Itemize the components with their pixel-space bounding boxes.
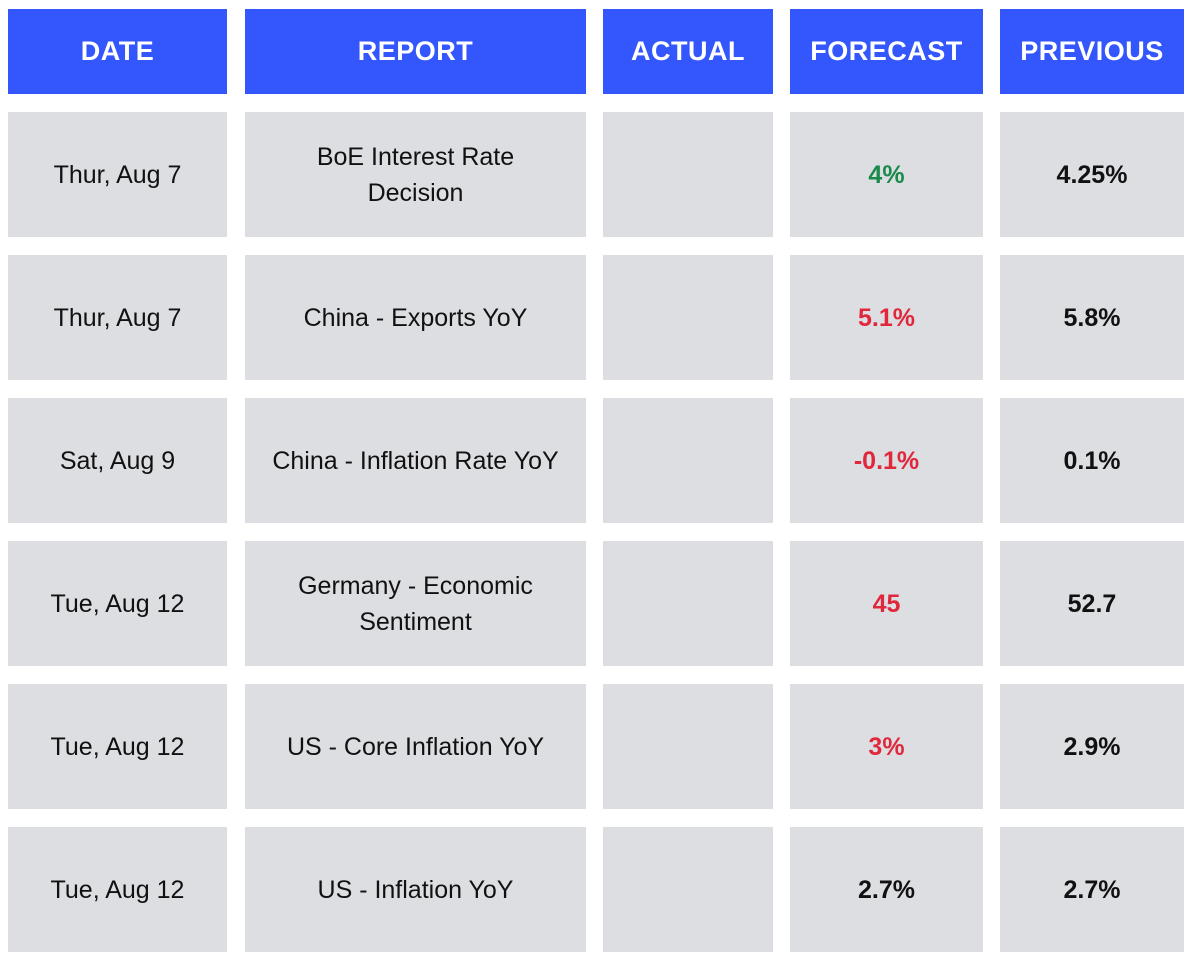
cell-previous-text: 4.25%: [1056, 160, 1128, 189]
cell-forecast: 45: [790, 541, 983, 666]
cell-report-text: China - Inflation Rate YoY: [272, 446, 559, 475]
cell-report: US - Core Inflation YoY: [245, 684, 586, 809]
cell-date-text: Thur, Aug 7: [53, 160, 182, 189]
cell-previous-text: 2.9%: [1063, 732, 1121, 761]
cell-report: US - Inflation YoY: [245, 827, 586, 952]
cell-previous: 2.9%: [1000, 684, 1184, 809]
cell-previous-text: 52.7: [1067, 589, 1117, 618]
cell-report-text: US - Core Inflation YoY: [286, 732, 545, 761]
cell-report-text: BoE Interest Rate Decision: [316, 142, 515, 207]
cell-date-text: Sat, Aug 9: [59, 446, 176, 475]
cell-report: China - Exports YoY: [245, 255, 586, 380]
cell-forecast-text: -0.1%: [853, 446, 920, 475]
cell-forecast-text: 2.7%: [858, 875, 915, 904]
cell-date: Tue, Aug 12: [8, 541, 227, 666]
cell-date: Thur, Aug 7: [8, 255, 227, 380]
cell-actual: [603, 541, 773, 666]
cell-date-text: Tue, Aug 12: [50, 732, 185, 761]
cell-date: Tue, Aug 12: [8, 684, 227, 809]
cell-forecast: -0.1%: [790, 398, 983, 523]
cell-actual: [603, 255, 773, 380]
cell-previous: 4.25%: [1000, 112, 1184, 237]
cell-report-text: US - Inflation YoY: [317, 875, 514, 904]
cell-report: China - Inflation Rate YoY: [245, 398, 586, 523]
cell-report: Germany - Economic Sentiment: [245, 541, 586, 666]
cell-actual: [603, 112, 773, 237]
cell-date: Thur, Aug 7: [8, 112, 227, 237]
cell-previous: 5.8%: [1000, 255, 1184, 380]
cell-date: Sat, Aug 9: [8, 398, 227, 523]
cell-forecast: 2.7%: [790, 827, 983, 952]
cell-forecast: 5.1%: [790, 255, 983, 380]
cell-date-text: Tue, Aug 12: [50, 875, 185, 904]
cell-report-text: China - Exports YoY: [303, 303, 528, 332]
cell-forecast-text: 45: [872, 589, 901, 618]
cell-forecast-text: 3%: [868, 732, 905, 761]
cell-previous-text: 0.1%: [1063, 446, 1121, 475]
cell-report: BoE Interest Rate Decision: [245, 112, 586, 237]
cell-previous: 52.7: [1000, 541, 1184, 666]
cell-actual: [603, 827, 773, 952]
header-forecast: FORECAST: [790, 9, 983, 94]
cell-actual: [603, 398, 773, 523]
header-date: DATE: [8, 9, 227, 94]
cell-date-text: Thur, Aug 7: [53, 303, 182, 332]
cell-actual: [603, 684, 773, 809]
cell-forecast-text: 5.1%: [858, 303, 915, 332]
cell-forecast: 4%: [790, 112, 983, 237]
cell-date-text: Tue, Aug 12: [50, 589, 185, 618]
cell-previous: 0.1%: [1000, 398, 1184, 523]
header-report: REPORT: [245, 9, 586, 94]
cell-forecast: 3%: [790, 684, 983, 809]
cell-date: Tue, Aug 12: [8, 827, 227, 952]
cell-previous-text: 5.8%: [1063, 303, 1121, 332]
header-previous: PREVIOUS: [1000, 9, 1184, 94]
header-actual: ACTUAL: [603, 9, 773, 94]
cell-previous: 2.7%: [1000, 827, 1184, 952]
cell-report-text: Germany - Economic Sentiment: [298, 571, 533, 636]
cell-forecast-text: 4%: [868, 160, 905, 189]
cell-previous-text: 2.7%: [1063, 875, 1121, 904]
